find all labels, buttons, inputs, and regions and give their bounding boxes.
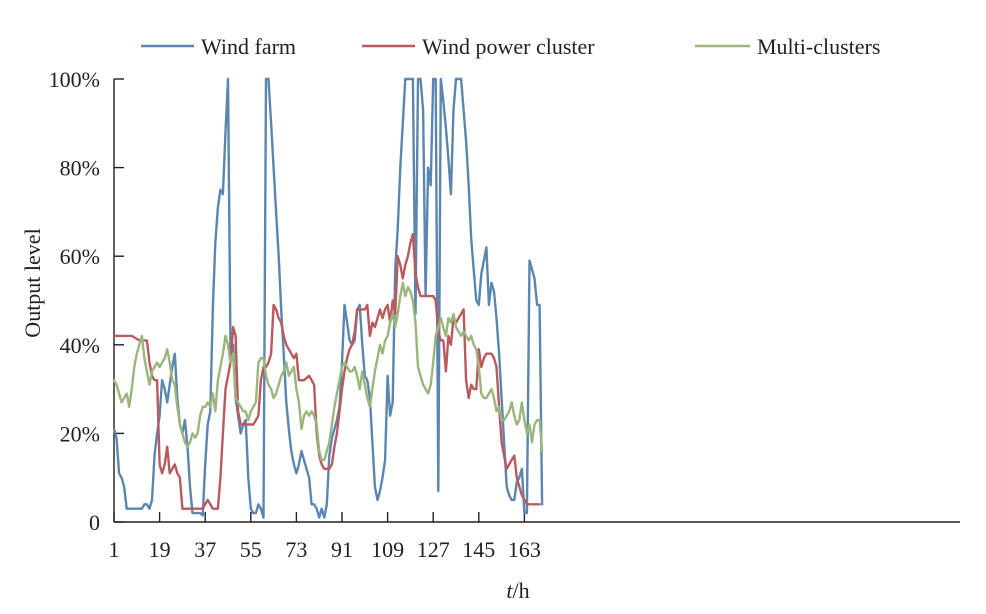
x-tick-label: 127	[417, 537, 450, 562]
x-tick-label: 19	[149, 537, 171, 562]
x-tick-label: 73	[285, 537, 307, 562]
y-axis: 0 20% 40% 60% 80% 100%	[49, 67, 124, 535]
x-tick-label: 91	[331, 537, 353, 562]
x-axis-label-variable: t	[506, 578, 513, 603]
legend-item-multi-clusters: Multi-clusters	[695, 34, 880, 59]
x-tick-label: 109	[371, 537, 404, 562]
x-axis-label-unit: /h	[513, 578, 530, 603]
legend-label-wind-farm: Wind farm	[201, 34, 296, 59]
x-tick-label: 55	[240, 537, 262, 562]
y-tick-label: 100%	[49, 67, 100, 92]
x-tick-label: 37	[194, 537, 216, 562]
series-line-wind-power-cluster	[112, 232, 541, 510]
x-tick-label: 1	[109, 537, 120, 562]
y-tick-label: 40%	[60, 333, 100, 358]
legend: Wind farm Wind power cluster Multi-clust…	[141, 34, 880, 59]
y-tick-label: 60%	[60, 244, 100, 269]
legend-label-wind-power-cluster: Wind power cluster	[422, 34, 595, 59]
x-axis-label: t/h	[506, 578, 529, 603]
x-tick-label: 163	[508, 537, 541, 562]
legend-item-wind-farm: Wind farm	[141, 34, 296, 59]
series-line-multi-clusters	[112, 281, 544, 462]
y-tick-label: 80%	[60, 156, 100, 181]
y-tick-label: 0	[89, 510, 100, 535]
x-tick-label: 145	[462, 537, 495, 562]
x-axis: 1 19 37 55 73 91 109 127 145 163	[109, 512, 960, 562]
legend-label-multi-clusters: Multi-clusters	[757, 34, 880, 59]
y-axis-label: Output level	[20, 228, 45, 337]
plot-series	[112, 77, 544, 519]
series-line-wind-farm	[112, 77, 544, 519]
legend-item-wind-power-cluster: Wind power cluster	[362, 34, 595, 59]
y-tick-label: 20%	[60, 421, 100, 446]
